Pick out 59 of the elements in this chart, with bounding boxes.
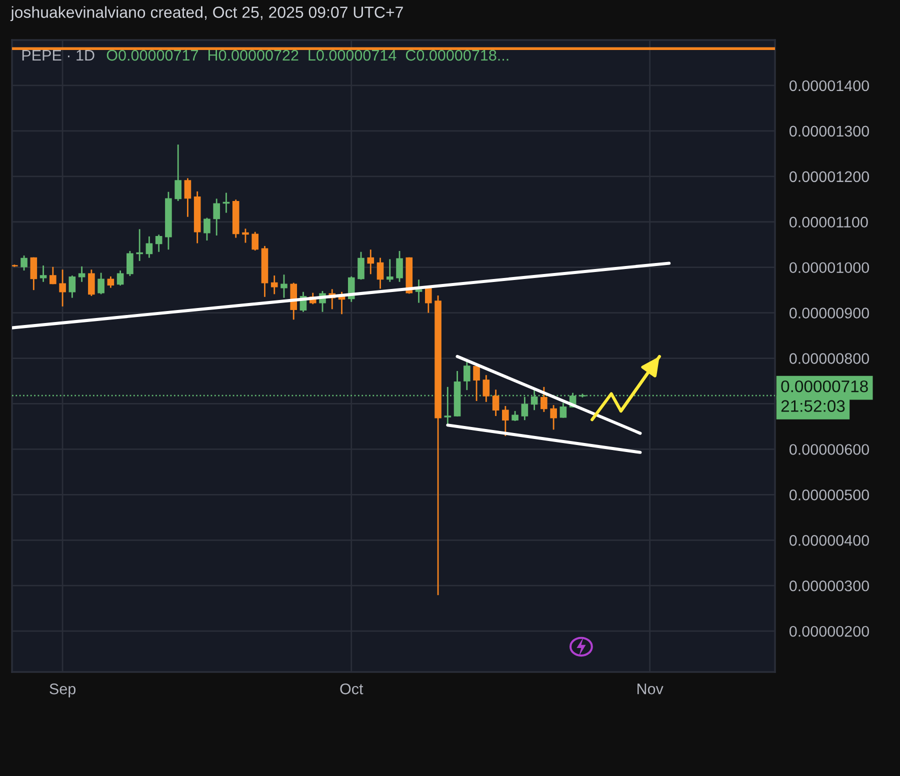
y-tick-label: 0.00000600 bbox=[789, 444, 870, 455]
candlestick bbox=[98, 272, 104, 295]
candlestick bbox=[540, 386, 548, 413]
candlestick bbox=[252, 231, 259, 252]
candlestick bbox=[20, 254, 28, 272]
candlestick bbox=[482, 374, 490, 403]
text: PEPE · 1D bbox=[22, 50, 94, 61]
candlestick bbox=[358, 251, 364, 280]
candlestick bbox=[270, 274, 278, 295]
candlestick bbox=[464, 360, 470, 391]
candlestick bbox=[146, 236, 153, 258]
candlestick bbox=[204, 217, 210, 242]
y-tick-label: 0.00001400 bbox=[789, 80, 870, 92]
candlestick bbox=[473, 363, 480, 402]
candlestick bbox=[136, 228, 143, 262]
candlestick bbox=[184, 178, 192, 218]
candlestick bbox=[512, 410, 518, 422]
candlestick bbox=[550, 404, 557, 430]
ref-line-label: 0.00000718 bbox=[781, 380, 868, 392]
y-tick-label: 0.00001000 bbox=[789, 262, 870, 274]
y-tick-label: 0.00000800 bbox=[789, 353, 870, 364]
candlestick bbox=[107, 276, 114, 288]
candlestick bbox=[50, 266, 56, 285]
text: 21:52:03 bbox=[781, 400, 845, 412]
candlestick bbox=[88, 268, 95, 297]
candlestick bbox=[59, 268, 66, 308]
candlestick bbox=[68, 274, 76, 298]
y-tick-label: 0.00000200 bbox=[789, 626, 870, 637]
candlestick bbox=[126, 250, 134, 277]
y-tick-label: 0.00001200 bbox=[789, 171, 870, 182]
candlestick bbox=[78, 266, 86, 283]
y-tick-label: 0.00000300 bbox=[789, 580, 870, 592]
candlestick bbox=[396, 250, 403, 283]
candlestick bbox=[174, 144, 182, 202]
candlestick bbox=[116, 270, 124, 286]
candlestick bbox=[367, 248, 374, 275]
y-tick-label: 0.00001300 bbox=[789, 126, 870, 137]
candlestick bbox=[502, 405, 509, 437]
x-tick-label: Sep bbox=[50, 684, 76, 698]
candlestick bbox=[492, 388, 500, 417]
candlestick bbox=[280, 274, 288, 298]
line-series bbox=[590, 354, 661, 422]
candlestick bbox=[560, 402, 567, 419]
candlestick bbox=[386, 258, 394, 283]
candlestick bbox=[242, 228, 249, 244]
x-tick-label: Nov bbox=[638, 684, 664, 694]
candlestick bbox=[40, 264, 47, 283]
candlestick bbox=[415, 278, 422, 304]
candlestick bbox=[155, 234, 162, 253]
y-tick-label: 0.00000400 bbox=[789, 535, 870, 546]
candlestick bbox=[213, 198, 220, 236]
candlestick bbox=[30, 256, 38, 291]
y-tick-label: 0.00000900 bbox=[789, 308, 870, 318]
y-tick-label: 0.00000500 bbox=[789, 490, 870, 500]
text: joshuakevinalviano created, Oct 25, 2025 09:07 UTC+7 bbox=[10, 6, 403, 22]
candlestick bbox=[376, 257, 384, 290]
y-tick-label: 0.00001100 bbox=[789, 216, 868, 228]
x-tick-label: Oct bbox=[340, 684, 364, 694]
annotation: O0.00000717 H0.00000722 L0.00000714 C0.00000718... bbox=[106, 50, 508, 61]
